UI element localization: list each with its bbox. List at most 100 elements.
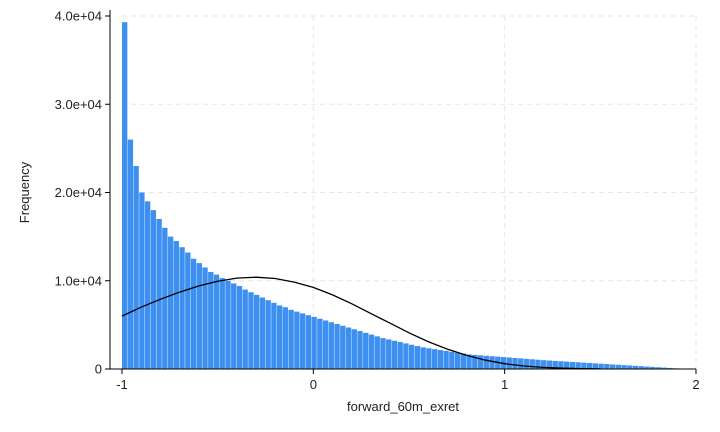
histogram-bar: [483, 355, 489, 369]
histogram-bar: [391, 340, 398, 369]
histogram-bar: [518, 358, 524, 369]
histogram-bar: [368, 334, 375, 369]
histogram-bar: [477, 355, 484, 369]
histogram-bar: [322, 320, 329, 369]
histogram-bar: [627, 365, 633, 369]
histogram-bar: [288, 309, 294, 369]
histogram-bar: [202, 267, 208, 369]
histogram-bar: [340, 325, 346, 369]
histogram-bar: [661, 367, 667, 369]
density-overlay: [121, 276, 601, 370]
histogram-bar: [466, 354, 472, 369]
histogram-bar: [598, 363, 604, 369]
histogram-bar: [225, 280, 231, 369]
histogram-bar: [242, 289, 248, 369]
histogram-bar: [133, 166, 139, 369]
histogram-bar: [179, 247, 185, 369]
histogram-bar: [265, 300, 271, 369]
histogram-bar: [650, 366, 656, 369]
x-axis-title: forward_60m_exret: [347, 399, 459, 414]
histogram-bar: [506, 357, 512, 369]
histogram-bar: [219, 278, 225, 369]
x-tick-label: 0: [310, 377, 317, 392]
histogram-bar: [162, 227, 168, 369]
histogram-bar: [523, 358, 530, 369]
x-tick-label: 1: [501, 377, 508, 392]
histogram-bars: [122, 22, 679, 370]
histogram-bar: [334, 323, 340, 369]
x-tick-label: -1: [116, 377, 128, 392]
histogram-bar: [311, 316, 317, 369]
histogram-bar: [575, 362, 581, 369]
histogram-bar: [150, 210, 157, 369]
histogram-bar: [196, 263, 202, 369]
histogram-bar: [632, 365, 639, 369]
histogram-bar: [190, 258, 197, 369]
histogram-bar: [541, 360, 547, 369]
histogram-bar: [431, 349, 438, 369]
histogram-bar: [621, 365, 627, 369]
histogram-bar: [563, 361, 570, 369]
histogram-bar: [374, 336, 380, 369]
y-tick-label: 3.0e+04: [55, 97, 102, 112]
histogram-bar: [208, 271, 214, 369]
histogram-bar: [449, 351, 455, 369]
histogram-bar: [213, 274, 220, 369]
histogram-bar: [529, 359, 535, 369]
histogram-bar: [231, 283, 237, 369]
histogram-bar: [552, 360, 558, 369]
histogram-bar: [409, 344, 415, 369]
histogram-bar: [592, 363, 599, 369]
histogram-bar: [271, 302, 277, 369]
y-tick-label: 4.0e+04: [55, 9, 102, 24]
histogram-bar: [127, 139, 134, 369]
y-tick-label: 2.0e+04: [55, 185, 102, 200]
histogram-bar: [586, 362, 593, 369]
histogram-bar: [667, 367, 673, 369]
histogram-bar: [139, 192, 145, 369]
histogram-bar: [185, 252, 191, 369]
histogram-bar: [282, 307, 289, 369]
histogram-bar: [644, 366, 650, 369]
histogram-bar: [167, 236, 174, 369]
histogram-bar: [655, 367, 662, 369]
histogram-bar: [403, 343, 409, 369]
histogram-bar: [386, 339, 392, 369]
histogram-bar: [122, 22, 128, 370]
histogram-bar: [546, 360, 553, 369]
density-curve: [121, 276, 601, 370]
histogram-bar: [638, 366, 644, 369]
histogram-bar: [276, 305, 283, 369]
histogram-bar: [380, 338, 386, 369]
histogram-bar: [443, 350, 449, 369]
histogram-bar: [294, 311, 300, 369]
histogram-bar: [414, 346, 421, 369]
histogram-bar: [460, 353, 466, 369]
y-tick-label: 0: [95, 362, 102, 377]
histogram-bar: [328, 322, 334, 369]
y-tick-label: 1.0e+04: [55, 273, 102, 288]
histogram-bar: [173, 241, 179, 369]
histogram-bar: [259, 297, 266, 369]
histogram-bar: [317, 318, 323, 369]
histogram-bar: [558, 361, 564, 369]
histogram-bar: [420, 347, 426, 369]
histogram-bar: [254, 294, 260, 369]
histogram-bar: [397, 342, 403, 369]
histogram-bar: [512, 357, 518, 369]
grid-lines: [122, 15, 697, 369]
histogram-bar: [454, 352, 461, 369]
histogram-bar: [357, 331, 363, 369]
histogram-bar: [156, 218, 162, 369]
x-tick-label: 2: [692, 377, 699, 392]
histogram-bar: [345, 327, 352, 369]
histogram-bar: [535, 359, 541, 369]
histogram-bar: [569, 361, 576, 369]
histogram-bar: [609, 364, 616, 369]
histogram-bar: [248, 292, 254, 369]
histogram-bar: [426, 348, 432, 369]
histogram-bar: [581, 362, 587, 369]
axes: 0 1.0e+04 2.0e+04 3.0e+04 4.0e+04 -1 0 1 2: [55, 9, 700, 393]
histogram-bar: [305, 315, 312, 369]
